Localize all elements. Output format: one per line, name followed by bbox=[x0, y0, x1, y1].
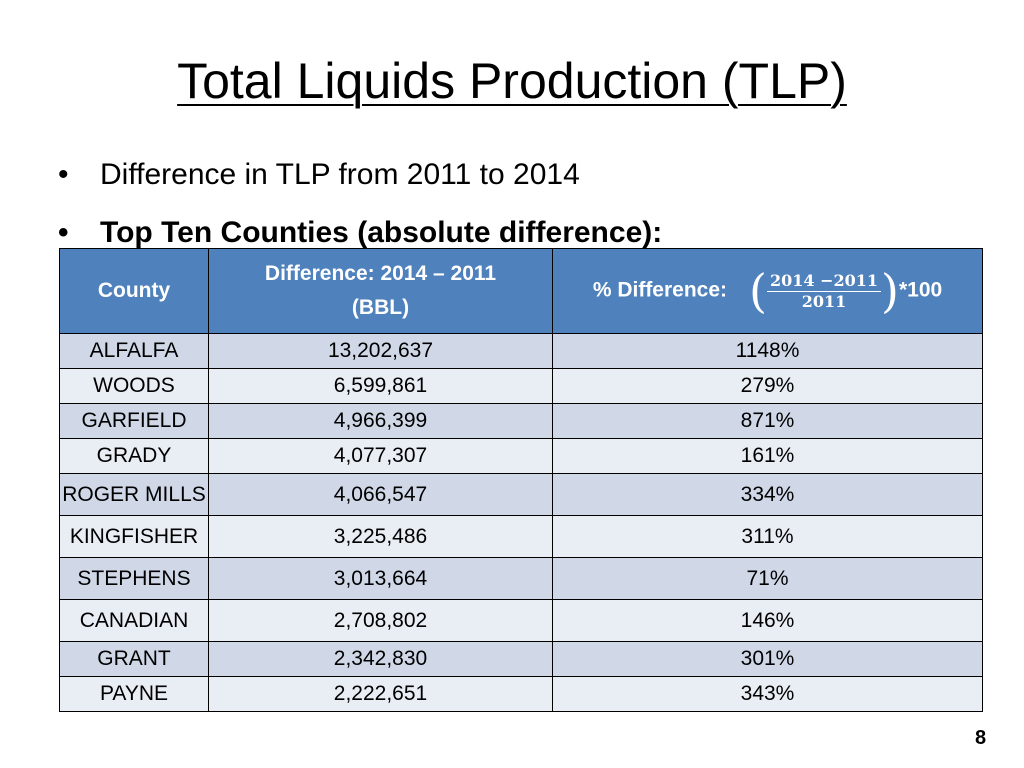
slide-title-text: Total Liquids Production (TLP) bbox=[177, 53, 847, 109]
table-row: ALFALFA 13,202,637 1148% bbox=[59, 333, 983, 369]
table-row: PAYNE 2,222,651 343% bbox=[59, 676, 983, 712]
header-difference-line2: (BBL) bbox=[351, 296, 410, 319]
cell-pct: 311% bbox=[552, 515, 983, 558]
right-paren-icon: ) bbox=[881, 264, 899, 318]
cell-difference: 13,202,637 bbox=[208, 333, 553, 369]
cell-pct: 334% bbox=[552, 473, 983, 516]
cell-county: CANADIAN bbox=[59, 599, 209, 642]
cell-difference: 3,225,486 bbox=[208, 515, 553, 558]
cell-pct: 146% bbox=[552, 599, 983, 642]
header-county: County bbox=[59, 248, 209, 334]
header-pct-difference: % Difference: (2014 −2011 2011) *100 bbox=[552, 248, 983, 334]
cell-difference: 2,342,830 bbox=[208, 641, 553, 677]
bullet-item: • Top Ten Counties (absolute difference): bbox=[58, 204, 662, 262]
cell-county: KINGFISHER bbox=[59, 515, 209, 558]
formula-numerator: 2014 −2011 bbox=[766, 271, 882, 292]
bullet-text: Top Ten Counties (absolute difference): bbox=[100, 216, 663, 249]
cell-difference: 2,708,802 bbox=[208, 599, 553, 642]
table-row: CANADIAN 2,708,802 146% bbox=[59, 599, 983, 642]
cell-difference: 4,066,547 bbox=[208, 473, 553, 516]
cell-county: GRADY bbox=[59, 438, 209, 474]
header-pct-label: % Difference: bbox=[592, 278, 728, 302]
formula-fraction: 2014 −2011 2011 bbox=[766, 271, 882, 312]
pct-formula: (2014 −2011 2011) bbox=[749, 268, 899, 314]
cell-difference: 2,222,651 bbox=[208, 676, 553, 712]
cell-pct: 343% bbox=[552, 676, 983, 712]
cell-county: GARFIELD bbox=[59, 403, 209, 439]
formula-suffix: *100 bbox=[898, 278, 943, 302]
cell-difference: 6,599,861 bbox=[208, 368, 553, 404]
cell-pct: 1148% bbox=[552, 333, 983, 369]
cell-difference: 4,966,399 bbox=[208, 403, 553, 439]
cell-county: STEPHENS bbox=[59, 557, 209, 600]
cell-county: ROGER MILLS bbox=[59, 473, 209, 516]
cell-county: GRANT bbox=[59, 641, 209, 677]
cell-difference: 3,013,664 bbox=[208, 557, 553, 600]
table-row: GRADY 4,077,307 161% bbox=[59, 438, 983, 474]
table-row: KINGFISHER 3,225,486 311% bbox=[59, 515, 983, 558]
cell-county: PAYNE bbox=[59, 676, 209, 712]
table-row: STEPHENS 3,013,664 71% bbox=[59, 557, 983, 600]
table-row: GARFIELD 4,966,399 871% bbox=[59, 403, 983, 439]
bullet-icon: • bbox=[58, 216, 69, 249]
cell-pct: 279% bbox=[552, 368, 983, 404]
cell-county: ALFALFA bbox=[59, 333, 209, 369]
cell-pct: 871% bbox=[552, 403, 983, 439]
page-number: 8 bbox=[975, 727, 987, 749]
table-header-row: County Difference: 2014 – 2011 (BBL) % D… bbox=[59, 248, 983, 334]
bullet-icon: • bbox=[58, 158, 69, 191]
cell-pct: 71% bbox=[552, 557, 983, 600]
formula-denominator: 2011 bbox=[801, 291, 847, 311]
bullet-text: Difference in TLP from 2011 to 2014 bbox=[100, 158, 580, 191]
cell-difference: 4,077,307 bbox=[208, 438, 553, 474]
cell-pct: 161% bbox=[552, 438, 983, 474]
table-row: WOODS 6,599,861 279% bbox=[59, 368, 983, 404]
table-row: ROGER MILLS 4,066,547 334% bbox=[59, 473, 983, 516]
header-difference: Difference: 2014 – 2011 (BBL) bbox=[208, 248, 553, 334]
bullet-item: • Difference in TLP from 2011 to 2014 bbox=[58, 146, 662, 204]
left-paren-icon: ( bbox=[749, 264, 767, 318]
bullet-list: • Difference in TLP from 2011 to 2014 • To… bbox=[58, 146, 662, 262]
header-difference-line1: Difference: 2014 – 2011 bbox=[264, 262, 497, 285]
slide-title: Total Liquids Production (TLP) bbox=[0, 46, 1024, 116]
county-table: County Difference: 2014 – 2011 (BBL) % D… bbox=[59, 248, 983, 712]
cell-county: WOODS bbox=[59, 368, 209, 404]
table-row: GRANT 2,342,830 301% bbox=[59, 641, 983, 677]
cell-pct: 301% bbox=[552, 641, 983, 677]
